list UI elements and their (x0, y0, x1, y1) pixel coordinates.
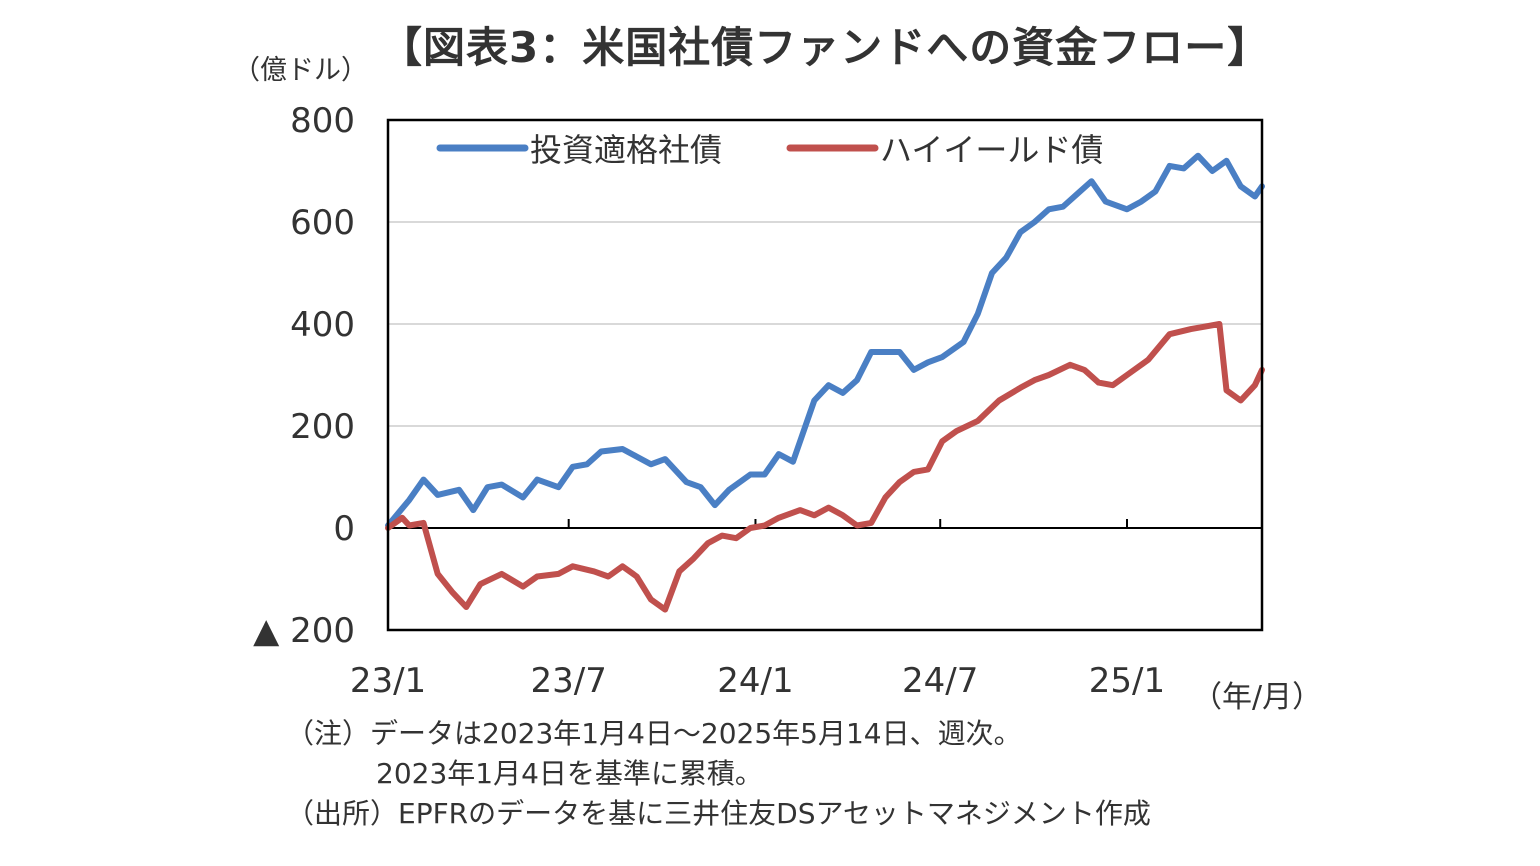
note-period: （注）データは2023年1月4日～2025年5月14日、週次。 (286, 717, 1022, 750)
x-tick-label: 24/1 (717, 661, 793, 701)
x-axis-unit-label: （年/月） (1192, 680, 1323, 715)
chart-notes: （注）データは2023年1月4日～2025年5月14日、週次。 2023年1月4… (286, 714, 1151, 834)
series-line-high-yield (385, 321, 1265, 613)
y-tick-label: 400 (290, 305, 355, 345)
y-tick-label: 600 (290, 203, 355, 243)
legend-label: 投資適格社債 (530, 131, 722, 169)
chart-title: 【図表3：米国社債ファンドへの資金フロー】 (380, 23, 1271, 72)
x-tick-label: 23/1 (350, 661, 426, 701)
legend-label: ハイイールド債 (880, 131, 1103, 169)
y-tick-label: 800 (290, 101, 355, 141)
plot-frame (386, 118, 1264, 632)
note-source: （出所）EPFRのデータを基に三井住友DSアセットマネジメント作成 (286, 797, 1151, 830)
y-tick-label: 0 (333, 509, 355, 549)
x-tick-label: 24/7 (902, 661, 978, 701)
x-tick-label: 23/7 (531, 661, 607, 701)
note-base: 2023年1月4日を基準に累積。 (376, 757, 763, 790)
y-tick-label: ▲ 200 (253, 611, 355, 651)
x-tick-label: 25/1 (1089, 661, 1165, 701)
y-axis-unit-label: （億ドル） (233, 55, 368, 86)
y-tick-label: 200 (290, 407, 355, 447)
series-line-investment-grade (385, 152, 1265, 529)
